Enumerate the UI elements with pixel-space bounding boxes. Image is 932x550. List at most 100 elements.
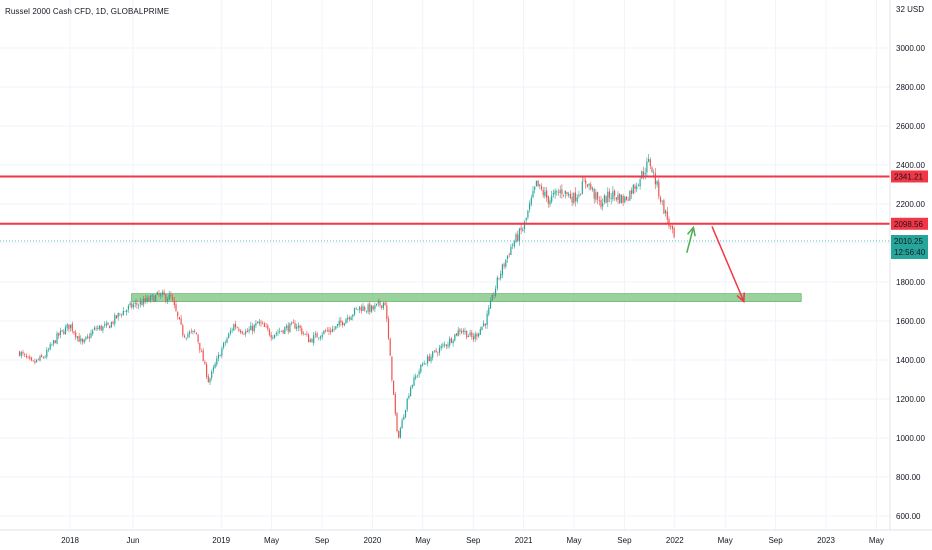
candle-body (512, 245, 514, 246)
candle-body (350, 317, 352, 321)
candle-body (367, 304, 369, 312)
arrow-head (686, 225, 696, 237)
candle-body (646, 161, 648, 173)
candle-body (525, 217, 527, 221)
candle-body (277, 332, 279, 333)
candle-body (447, 344, 449, 347)
candle-body (376, 303, 378, 306)
candle-body (670, 225, 672, 227)
candle-body (112, 321, 114, 324)
candle-body (629, 190, 631, 201)
candle-body (83, 339, 85, 343)
candle-body (98, 326, 101, 329)
candle-body (81, 338, 84, 343)
candle-body (160, 293, 162, 296)
candle-body (506, 255, 509, 260)
candle-body (335, 326, 337, 329)
candle-body (114, 315, 116, 324)
candle-body (260, 322, 262, 324)
candle-body (671, 225, 673, 229)
candle-body (49, 344, 51, 350)
candle-body (319, 336, 322, 339)
candle-body (308, 334, 310, 343)
price-tick-label: 1400.00 (896, 356, 925, 365)
candle-body (88, 336, 90, 339)
candle-body (87, 336, 89, 338)
candle-body (313, 335, 315, 344)
candle-body (187, 334, 189, 338)
candle-body (665, 210, 667, 214)
candle-body (146, 297, 148, 302)
candle-body (229, 330, 231, 334)
candle-body (464, 330, 466, 333)
candle-body (240, 330, 242, 333)
candle-body (189, 332, 191, 335)
candle-body (253, 324, 255, 332)
resistance-lines[interactable] (0, 175, 890, 242)
candle-body (403, 416, 405, 420)
candle-body (394, 394, 396, 414)
candle-body (387, 318, 390, 339)
candle-body (153, 295, 155, 303)
candle-body (122, 310, 124, 316)
candle-body (574, 192, 577, 202)
annotation-arrows (686, 225, 745, 304)
candle-body (234, 324, 237, 328)
candle-body (149, 295, 152, 301)
candle-body (284, 327, 286, 334)
candle-body (472, 336, 475, 340)
candle-body (600, 200, 602, 208)
candle-body (246, 330, 248, 332)
candle-body (316, 333, 318, 338)
candle-body (411, 384, 413, 388)
candle-body (204, 361, 206, 364)
price-axis[interactable]: 3000.002800.002600.002400.002200.002000.… (896, 44, 925, 521)
candle-body (59, 330, 61, 335)
candle-body (568, 193, 570, 196)
candle-body (141, 301, 143, 306)
resistance-price-label: 2098.56 (894, 220, 923, 229)
candle-body (547, 195, 549, 204)
candle-body (309, 339, 311, 342)
price-tick-label: 2200.00 (896, 200, 925, 209)
candle-body (36, 359, 38, 363)
candle-body (396, 413, 398, 432)
candle-body (200, 351, 203, 352)
candle-body (29, 356, 31, 359)
candle-body (272, 337, 274, 339)
time-tick-label: Sep (617, 536, 632, 545)
candle-body (455, 333, 458, 336)
candle-body (76, 336, 78, 339)
candle-body (58, 333, 60, 336)
candle-body (377, 301, 379, 304)
candle-body (639, 179, 641, 187)
resistance-price-label: 2341.21 (894, 172, 923, 181)
time-axis[interactable]: 2018 Jun 2019 May Sep 2020 May Sep 2021 May Sep 202… (61, 536, 884, 545)
candle-body (517, 234, 519, 241)
candle-body (216, 358, 218, 365)
candle-body (302, 332, 305, 334)
currency-label[interactable]: 32 USD (896, 5, 925, 14)
candle-body (365, 310, 367, 312)
candle-body (535, 180, 537, 187)
candle-body (110, 322, 112, 328)
candle-body (212, 367, 214, 371)
candle-body (292, 322, 294, 324)
candle-body (359, 306, 361, 310)
candle-body (478, 333, 480, 337)
candle-body (566, 191, 568, 194)
candle-body (168, 294, 170, 300)
time-tick-label: 2021 (515, 536, 533, 545)
candle-body (469, 332, 471, 336)
candle-body (243, 334, 245, 335)
chart-title: Russel 2000 Cash CFD, 1D, GLOBALPRIME (5, 7, 170, 16)
candle-body (357, 309, 359, 310)
time-tick-label: 2023 (817, 536, 835, 545)
candle-body (311, 339, 313, 343)
candles (19, 153, 675, 439)
candle-body (355, 308, 357, 310)
candle-body (576, 197, 578, 202)
candle-body (539, 184, 541, 187)
candle-body (632, 184, 634, 194)
